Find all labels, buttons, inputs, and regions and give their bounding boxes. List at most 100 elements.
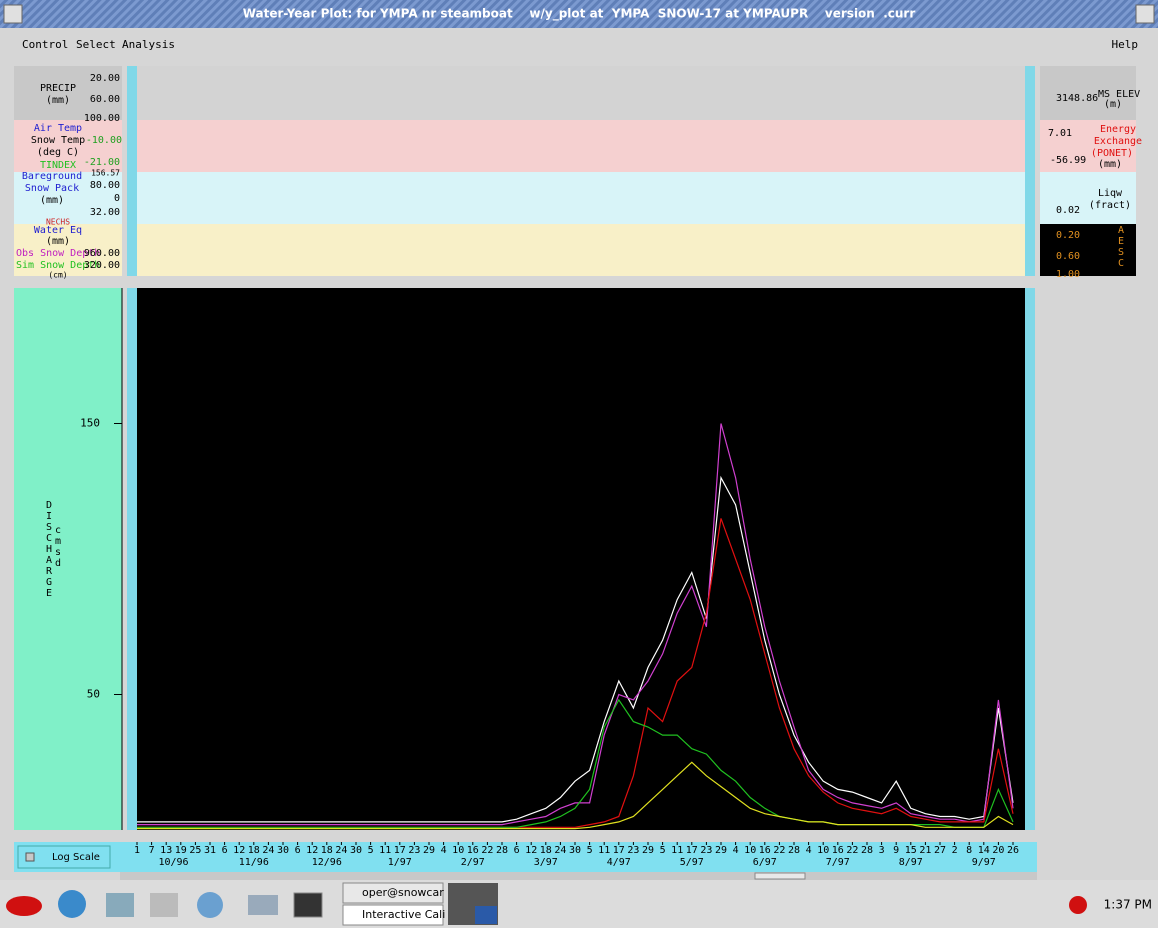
panel-label: TINDEX xyxy=(40,160,76,171)
menu-item[interactable]: Analysis xyxy=(122,38,175,51)
x-tick-label: 18 xyxy=(248,845,260,856)
window-title: Water-Year Plot: for YMPA nr steamboat w… xyxy=(243,7,916,22)
panel-right-bg xyxy=(1040,120,1136,172)
app-icon[interactable] xyxy=(293,892,323,918)
x-tick-label: 10 xyxy=(452,845,464,856)
x-tick-label: 16 xyxy=(832,845,844,856)
app-icon[interactable] xyxy=(106,893,134,917)
start-icon[interactable] xyxy=(6,896,42,916)
task-button[interactable] xyxy=(342,882,444,904)
scroll-thumb[interactable] xyxy=(754,872,806,880)
x-tick-label: 4 xyxy=(733,845,739,856)
app-icon[interactable] xyxy=(58,890,86,918)
title-bar xyxy=(0,0,1158,28)
x-month-label: 11/96 xyxy=(239,857,269,868)
panel-label: NECHS xyxy=(46,218,70,227)
panel-right-label: Exchange xyxy=(1094,136,1142,147)
x-tick-label: 14 xyxy=(978,845,990,856)
panel-label: Obs Snow Depth xyxy=(16,248,100,259)
x-tick-label: 18 xyxy=(540,845,552,856)
panel-tick: 60.00 xyxy=(90,94,120,105)
x-tick-label: 26 xyxy=(1007,845,1019,856)
x-tick-label: 17 xyxy=(394,845,406,856)
app-icon[interactable] xyxy=(248,895,278,915)
alert-icon[interactable] xyxy=(1069,896,1087,914)
main-plot xyxy=(137,288,1025,830)
x-tick-label: 27 xyxy=(934,845,946,856)
app-icon[interactable] xyxy=(150,893,178,917)
panel-label: Bareground xyxy=(22,171,82,182)
x-month-label: 8/97 xyxy=(899,857,923,868)
panel-label-bg xyxy=(14,224,122,276)
window-menu-button[interactable] xyxy=(3,4,23,24)
x-tick-label: 16 xyxy=(467,845,479,856)
panel-right-label: 7.01 xyxy=(1048,128,1072,139)
x-tick-label: 28 xyxy=(861,845,873,856)
log-scale-label[interactable]: Log Scale xyxy=(52,852,100,863)
series-line xyxy=(137,475,1014,823)
x-tick-label: 18 xyxy=(321,845,333,856)
panel-right-label: 3148.86 xyxy=(1056,93,1098,104)
panel-right-label: 0.60 xyxy=(1056,251,1080,262)
x-tick-label: 30 xyxy=(350,845,362,856)
x-tick-label: 10 xyxy=(744,845,756,856)
x-tick-label: 12 xyxy=(525,845,537,856)
x-tick-label: 31 xyxy=(204,845,216,856)
x-tick-label: 12 xyxy=(233,845,245,856)
panel-tick: 156.57 xyxy=(91,169,120,178)
app-icon[interactable] xyxy=(197,892,223,918)
x-tick-label: 6 xyxy=(222,845,228,856)
x-tick-label: 30 xyxy=(569,845,581,856)
x-tick-label: 23 xyxy=(627,845,639,856)
x-month-label: 7/97 xyxy=(826,857,850,868)
menu-item[interactable]: Control xyxy=(22,38,68,51)
x-tick-label: 5 xyxy=(368,845,374,856)
panel-label: (mm) xyxy=(40,195,64,206)
x-tick-label: 21 xyxy=(919,845,931,856)
temp-plot xyxy=(137,120,1025,172)
menu-item[interactable]: Select xyxy=(76,38,116,51)
scrollbar[interactable] xyxy=(120,872,1037,880)
x-tick-label: 29 xyxy=(423,845,435,856)
log-scale-toggle[interactable] xyxy=(17,845,111,869)
panel-label-bg xyxy=(14,66,122,120)
x-tick-label: 4 xyxy=(441,845,447,856)
panel-right-label: 0.20 xyxy=(1056,230,1080,241)
x-tick-label: 24 xyxy=(262,845,274,856)
task-label[interactable]: Interactive Cali xyxy=(362,908,445,921)
panel-label: Snow Temp xyxy=(31,135,85,146)
panel-label: (deg C) xyxy=(37,147,79,158)
x-tick-label: 28 xyxy=(496,845,508,856)
close-button[interactable] xyxy=(1135,4,1155,24)
x-tick-label: 24 xyxy=(335,845,347,856)
x-tick-label: 7 xyxy=(149,845,155,856)
panel-label-bg xyxy=(14,120,122,172)
task-button[interactable] xyxy=(342,904,444,926)
panel-label: PRECIP xyxy=(40,83,76,94)
menu-item[interactable]: Help xyxy=(1112,38,1139,51)
panel-right-label: 0.02 xyxy=(1056,205,1080,216)
task-label[interactable]: oper@snowcar xyxy=(362,886,444,899)
x-tick-label: 2 xyxy=(952,845,958,856)
x-tick-label: 22 xyxy=(846,845,858,856)
x-month-label: 1/97 xyxy=(388,857,412,868)
panel-tick: 80.00 xyxy=(90,180,120,191)
x-tick-label: 28 xyxy=(788,845,800,856)
x-tick-label: 29 xyxy=(642,845,654,856)
x-month-label: 4/97 xyxy=(607,857,631,868)
panel-right-label: Energy xyxy=(1100,124,1136,135)
panel-right-label: (PONET) xyxy=(1091,148,1133,159)
panel-right-label: 1.00 xyxy=(1056,269,1080,280)
x-tick-label: 6 xyxy=(514,845,520,856)
panel-tick: 32.00 xyxy=(90,207,120,218)
panel-label: (cm) xyxy=(48,271,67,280)
checkbox[interactable] xyxy=(25,852,35,862)
panel-label: (mm) xyxy=(46,236,70,247)
x-tick-label: 23 xyxy=(408,845,420,856)
pager-desk[interactable] xyxy=(475,906,497,924)
x-tick-label: 9 xyxy=(893,845,899,856)
water-eq-plot xyxy=(137,224,1025,276)
y-tick-label: 150 xyxy=(80,417,100,430)
